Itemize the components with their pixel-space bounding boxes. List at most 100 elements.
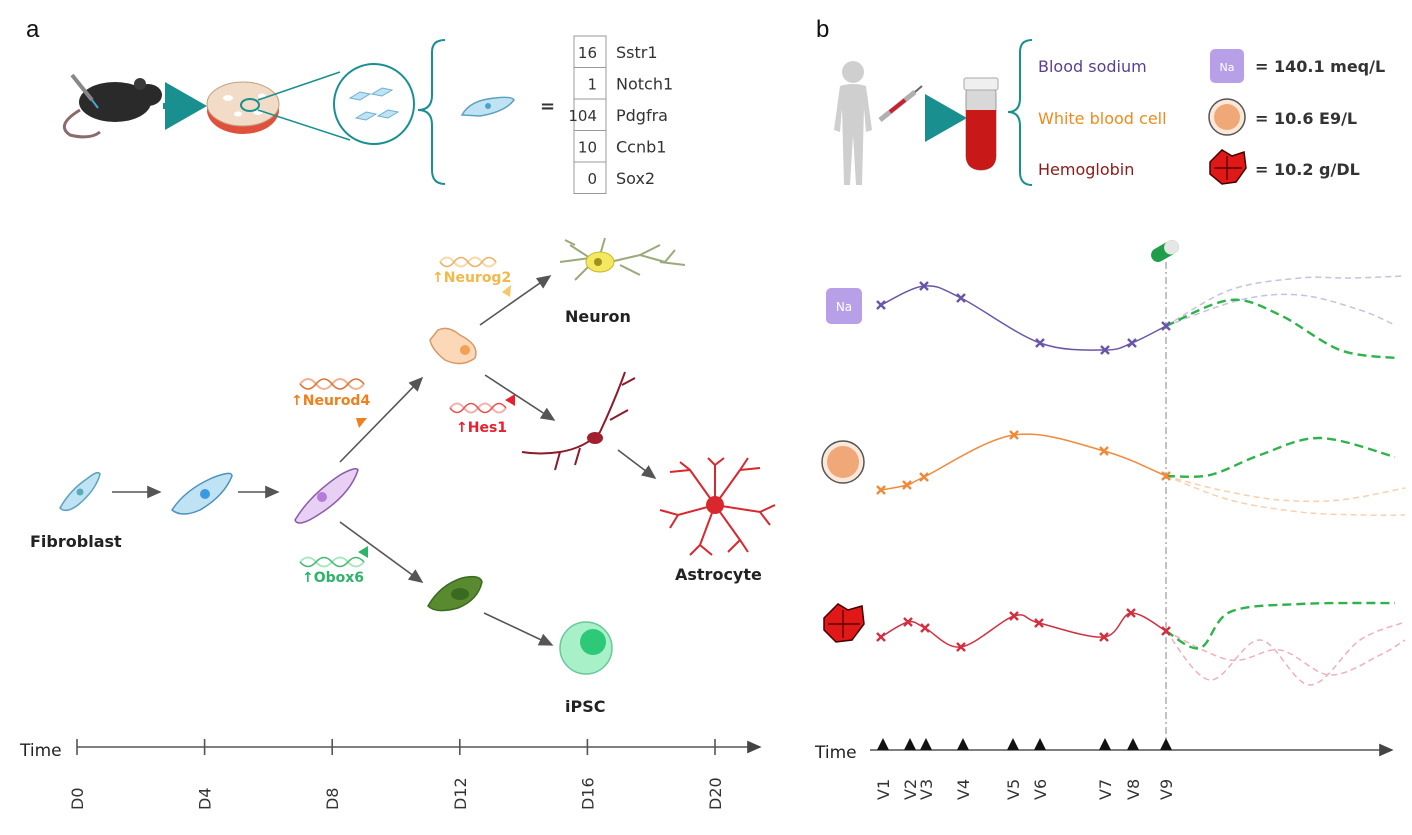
visit-marker [920, 738, 932, 750]
gene-count: 104 [568, 107, 597, 125]
sodium-alt-prediction [1165, 275, 1406, 327]
sodium-measurement-point [1035, 338, 1045, 348]
day4-cell-icon [171, 472, 233, 515]
white-blood-cell-measurement-point [876, 485, 886, 495]
neurog2-label: ↑Neurog2 [432, 270, 511, 286]
white-blood-cell-trajectory [880, 433, 1167, 491]
day8-cell-icon [294, 468, 359, 524]
gene-count-cell [573, 130, 607, 163]
visit-marker [877, 738, 889, 750]
hemoglobin-label: Hemoglobin [1038, 160, 1134, 179]
arrow-to-radial-glia [484, 374, 556, 421]
gene-count-table: 16 Sstr1 1 Notch1 104 Pdgfra 10 Ccnb1 0 Sox2 [568, 35, 673, 194]
visit-label: V9 [1157, 779, 1176, 800]
zoom-line-bottom [257, 109, 351, 141]
sodium-measurement-point [956, 293, 966, 303]
gene-count-cell [573, 161, 607, 194]
visit-marker [1034, 738, 1046, 750]
time-tick-label: D16 [578, 777, 597, 810]
visit-marker [904, 738, 916, 750]
neuron-label: Neuron [565, 307, 631, 326]
time-tick-label: D4 [196, 788, 215, 811]
neurog2-dna-icon [439, 256, 497, 268]
gene-count: 16 [578, 44, 597, 62]
blood-tube-icon [963, 77, 999, 171]
neuron-cell-icon [559, 237, 686, 281]
gene-name: Sstr1 [616, 43, 658, 62]
hemoglobin-row-icon [823, 603, 865, 643]
sodium-measurement-point [1127, 338, 1137, 348]
hemoglobin-measurement-point [1126, 608, 1136, 618]
petri-dish-icon [206, 81, 280, 134]
gene-count: 1 [587, 76, 597, 94]
hes1-dna-icon [449, 402, 507, 414]
gene-name: Pdgfra [616, 106, 668, 125]
time-tick-label: D12 [451, 777, 470, 810]
sodium-measurement-point [919, 281, 929, 291]
trajectory-plots [876, 275, 1406, 686]
white-blood-cell-measurement-point [1009, 430, 1019, 440]
neurod4-dna-icon [299, 378, 365, 390]
hemoglobin-measurement-point [1099, 632, 1109, 642]
panel-b-letter: b [816, 16, 829, 43]
white-blood-cell-predicted-trajectory [1165, 436, 1396, 479]
arrow-to-neuron [479, 275, 552, 326]
sodium-icon: Na [1210, 49, 1244, 83]
neurod4-marker [356, 418, 367, 428]
gene-name: Ccnb1 [616, 138, 666, 157]
arrow-to-astrocyte [617, 449, 657, 479]
hemoglobin-measurement-point [1034, 618, 1044, 628]
gene-count-cell [573, 67, 607, 100]
obox6-label: ↑Obox6 [302, 570, 364, 586]
fibroblast-cell-icon [59, 471, 101, 512]
sodium-row-icon: Na [826, 288, 862, 324]
time-tick-label: D0 [68, 788, 87, 811]
sodium-predicted-trajectory [1165, 298, 1396, 360]
sodium-measurement-point [1100, 345, 1110, 355]
white-blood-cell-alt-prediction [1165, 475, 1406, 503]
visit-label: V1 [874, 779, 893, 800]
hemoglobin-measurement-point [956, 642, 966, 652]
hes1-label: ↑Hes1 [456, 420, 507, 436]
visit-label: V7 [1096, 779, 1115, 800]
time-tick-label: D8 [323, 788, 342, 811]
ipsc-progenitor-icon [427, 575, 483, 612]
drug-pill-icon [1151, 240, 1179, 262]
white-blood-cell-label: White blood cell [1038, 109, 1167, 128]
sodium-row-icon-text: Na [836, 300, 852, 314]
gene-name: Sox2 [616, 169, 655, 188]
panel-a-letter: a [26, 16, 40, 43]
time-axis-a-ticks: D0 D4 D8 D12 D16 D20 [68, 739, 725, 810]
hemoglobin-measurement-point [876, 632, 886, 642]
arrow-to-ipsc-progenitor [339, 521, 424, 583]
visit-marker [957, 738, 969, 750]
astrocyte-cell-icon [659, 457, 776, 556]
equals-sign: = [540, 96, 555, 117]
sodium-measurement-point [1161, 321, 1171, 331]
hemoglobin-measurement-point [920, 623, 930, 633]
visit-marker [1160, 738, 1172, 750]
neurog2-marker [502, 285, 511, 297]
obox6-marker [358, 546, 368, 558]
zoom-line-top [257, 71, 341, 101]
visit-label: V6 [1031, 779, 1050, 800]
white-blood-cell-measurement-point [919, 472, 929, 482]
gene-count: 10 [578, 139, 597, 157]
zoom-circle [333, 63, 415, 145]
blood-sodium-value: = 140.1 meq/L [1255, 57, 1385, 76]
hemoglobin-icon [1209, 149, 1247, 185]
hemoglobin-alt-prediction [1165, 630, 1406, 676]
gene-name: Notch1 [616, 75, 673, 94]
visit-marker [1127, 738, 1139, 750]
arrow-to-neural-progenitor [339, 376, 424, 463]
astrocyte-label: Astrocyte [675, 565, 762, 584]
ipsc-cell-icon [559, 621, 613, 675]
brace-a [417, 39, 446, 185]
syringe-icon [878, 85, 923, 122]
visit-label: V5 [1004, 779, 1023, 800]
neurod4-label: ↑Neurod4 [291, 393, 370, 409]
ipsc-label: iPSC [565, 697, 605, 716]
radial-glia-icon [521, 371, 636, 471]
